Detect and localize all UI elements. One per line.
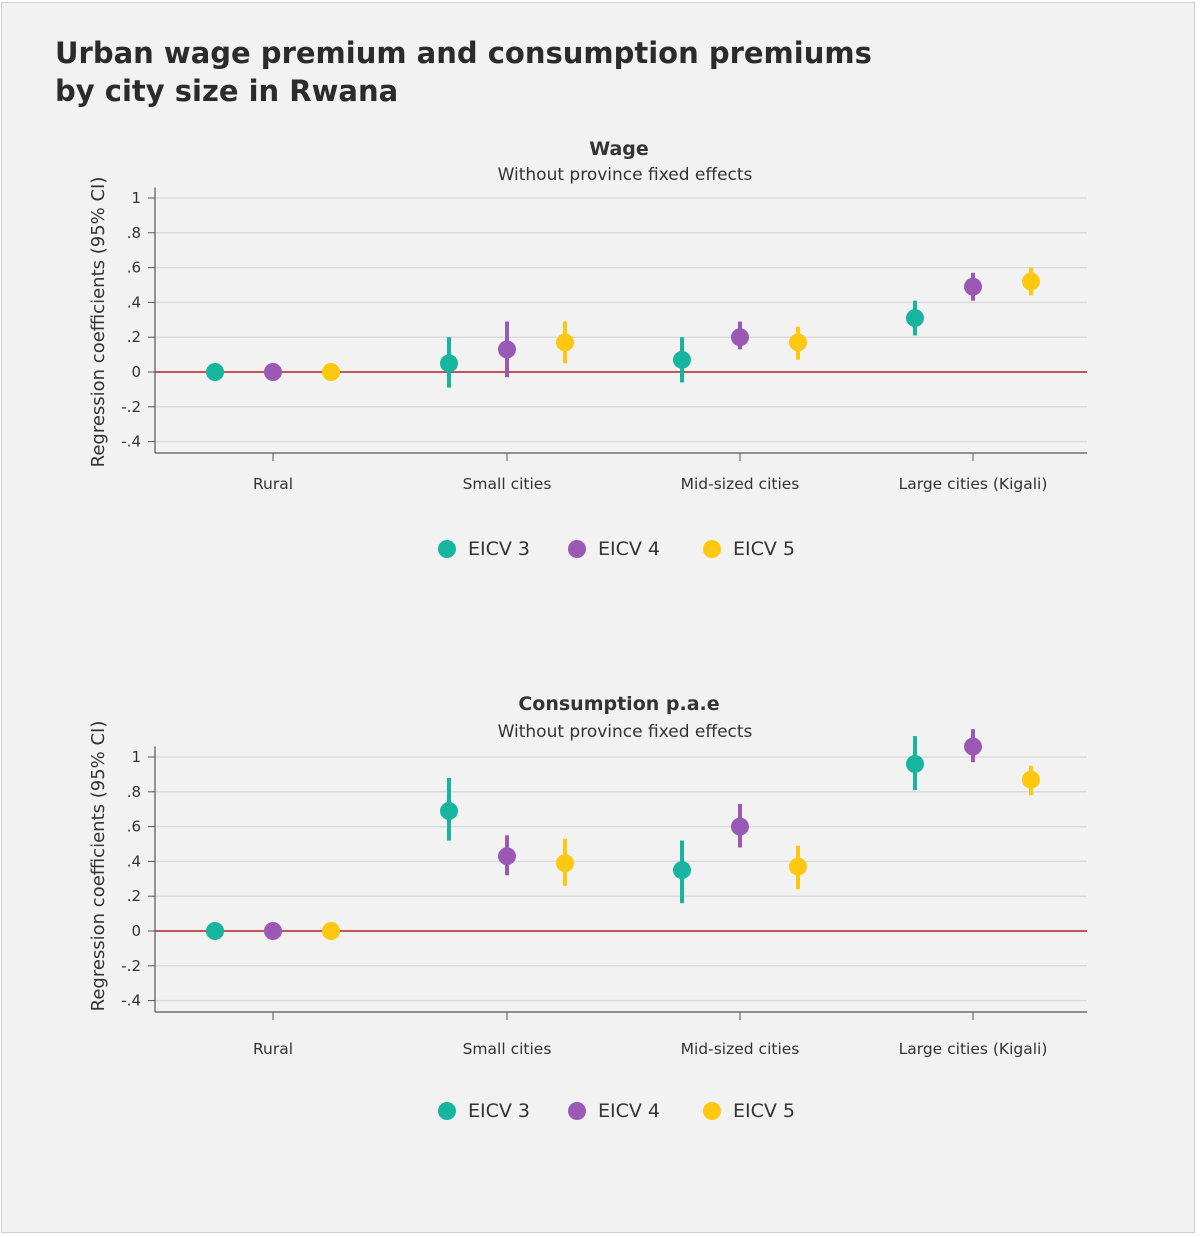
y-tick-label: -.4 bbox=[121, 992, 141, 1010]
y-tick-label: -.4 bbox=[121, 433, 141, 451]
data-point bbox=[322, 363, 340, 381]
y-tick-label: .2 bbox=[127, 328, 141, 346]
y-tick-label: .2 bbox=[127, 887, 141, 905]
x-category-label: Small cities bbox=[463, 1040, 552, 1058]
wage-chart-panel: Wage Without province fixed effects 1 .8 .6.… bbox=[88, 138, 1087, 560]
legend-marker bbox=[438, 540, 456, 558]
y-tick-label: .4 bbox=[127, 293, 141, 311]
y-tick-label: 0 bbox=[131, 922, 141, 940]
legend-marker bbox=[568, 1102, 586, 1120]
data-point bbox=[206, 363, 224, 381]
data-point bbox=[498, 340, 516, 359]
data-point bbox=[789, 333, 807, 352]
data-point bbox=[440, 354, 458, 373]
legend-label: EICV 5 bbox=[733, 1100, 795, 1122]
figure-title: Urban wage premium and consumption premi… bbox=[55, 34, 955, 110]
data-point bbox=[556, 333, 574, 352]
legend-label: EICV 5 bbox=[733, 538, 795, 560]
data-point bbox=[322, 922, 340, 940]
x-category-label: Large cities (Kigali) bbox=[899, 1040, 1048, 1058]
y-tick-label: 0 bbox=[131, 363, 141, 381]
x-category-label: Rural bbox=[253, 1040, 293, 1058]
data-point bbox=[264, 363, 282, 381]
data-point bbox=[673, 861, 691, 880]
y-tick-label: -.2 bbox=[121, 398, 141, 416]
y-tick-label: 1 bbox=[131, 748, 141, 766]
data-point bbox=[206, 922, 224, 940]
legend-label: EICV 3 bbox=[468, 538, 530, 560]
data-point bbox=[731, 328, 749, 347]
y-tick-label: -.2 bbox=[121, 957, 141, 975]
legend-marker bbox=[703, 1102, 721, 1120]
legend-label: EICV 3 bbox=[468, 1100, 530, 1122]
figure-title-line-2: by city size in Rwana bbox=[55, 74, 399, 108]
figure-title-line-1: Urban wage premium and consumption premi… bbox=[55, 36, 872, 70]
data-point bbox=[1022, 770, 1040, 789]
y-tick-label: 1 bbox=[131, 189, 141, 207]
data-point bbox=[440, 801, 458, 820]
x-category-label: Large cities (Kigali) bbox=[899, 475, 1048, 493]
legend-label: EICV 4 bbox=[598, 1100, 660, 1122]
y-tick-label: .8 bbox=[127, 783, 141, 801]
y-tick-label: .6 bbox=[127, 818, 141, 836]
legend-marker bbox=[438, 1102, 456, 1120]
chart-title: Wage bbox=[589, 138, 649, 160]
x-category-label: Mid-sized cities bbox=[681, 475, 800, 493]
y-tick-label: .6 bbox=[127, 259, 141, 277]
data-point bbox=[1022, 272, 1040, 291]
legend-label: EICV 4 bbox=[598, 538, 660, 560]
y-axis-label: Regression coefficients (95% CI) bbox=[88, 177, 109, 468]
data-point bbox=[964, 277, 982, 296]
x-category-label: Small cities bbox=[463, 475, 552, 493]
chart-title: Consumption p.a.e bbox=[518, 693, 719, 715]
x-category-label: Rural bbox=[253, 475, 293, 493]
data-point bbox=[264, 922, 282, 940]
legend-marker bbox=[703, 540, 721, 558]
data-point bbox=[789, 857, 807, 876]
data-point bbox=[906, 309, 924, 328]
data-point bbox=[498, 847, 516, 866]
data-point bbox=[964, 737, 982, 756]
consumption-chart-panel: Consumption p.a.e Without province fixed … bbox=[88, 693, 1087, 1122]
y-tick-label: .8 bbox=[127, 224, 141, 242]
data-point bbox=[673, 350, 691, 369]
legend-marker bbox=[568, 540, 586, 558]
data-point bbox=[906, 754, 924, 773]
y-tick-label: .4 bbox=[127, 852, 141, 870]
data-point bbox=[556, 854, 574, 873]
data-point bbox=[731, 817, 749, 836]
x-category-label: Mid-sized cities bbox=[681, 1040, 800, 1058]
y-axis-label: Regression coefficients (95% CI) bbox=[88, 721, 109, 1012]
chart-subtitle: Without province fixed effects bbox=[498, 165, 753, 185]
chart-subtitle: Without province fixed effects bbox=[498, 722, 753, 742]
